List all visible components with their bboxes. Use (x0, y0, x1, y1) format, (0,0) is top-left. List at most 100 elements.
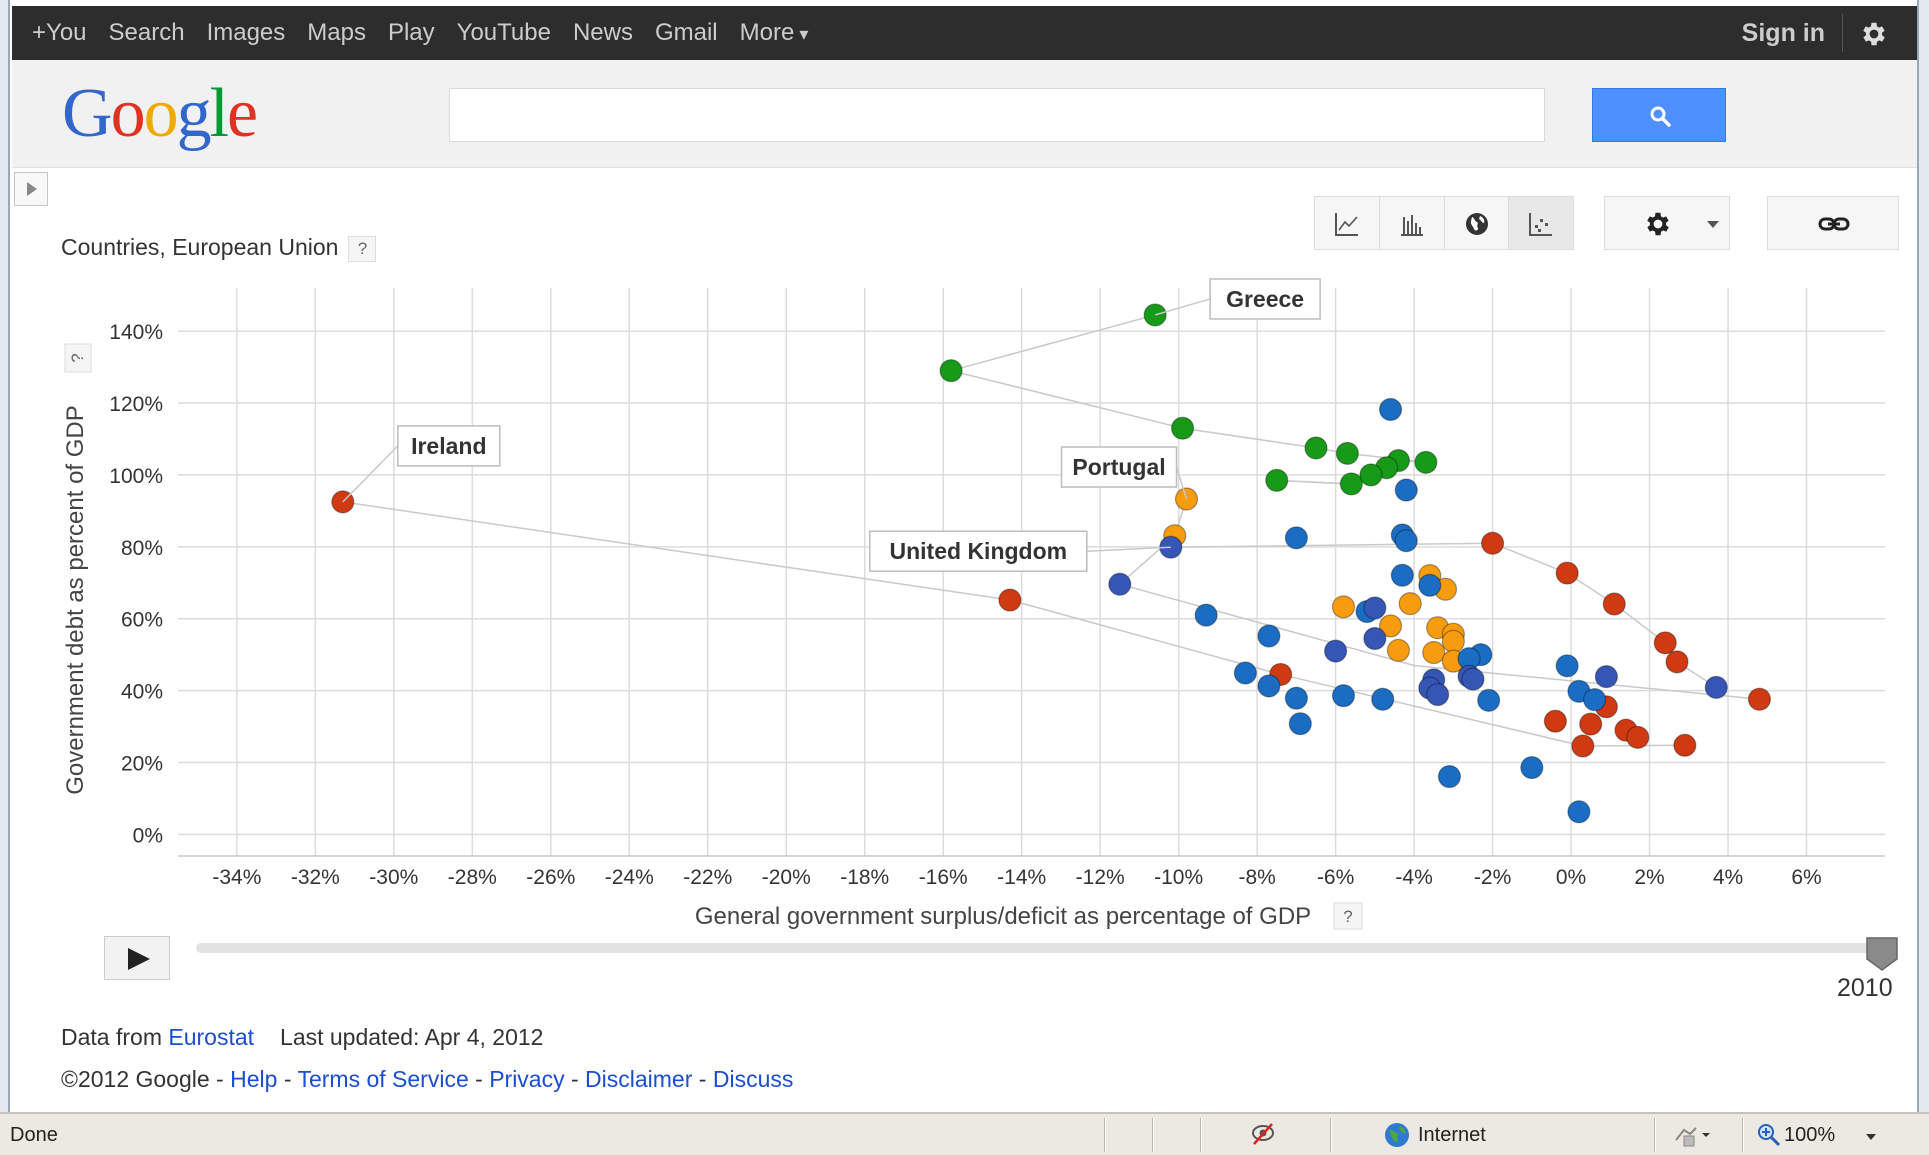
data-point-orange (1386, 638, 1411, 662)
status-text: Done (10, 1124, 58, 1146)
annotation-box (869, 530, 1088, 572)
data-point-blue (1394, 529, 1418, 553)
data-point-blue (1477, 688, 1501, 712)
nav-you[interactable]: +You (32, 19, 87, 46)
zoom-icon (1758, 1124, 1781, 1147)
data-point-navy (1324, 639, 1348, 663)
timeline-slider-handle[interactable] (1866, 937, 1898, 971)
data-point-red (998, 588, 1022, 612)
x-tick-label: -2% (1474, 866, 1511, 889)
bar-chart-button[interactable] (1380, 197, 1445, 249)
sign-in-link[interactable]: Sign in (1741, 19, 1825, 47)
data-point-blue (1520, 755, 1544, 780)
x-tick-label: -28% (448, 866, 497, 889)
entity-help-button[interactable]: ? (348, 235, 377, 262)
eurostat-link[interactable]: Eurostat (168, 1024, 255, 1050)
x-tick-label: -14% (997, 866, 1046, 889)
x-tick-label: 2% (1634, 866, 1664, 889)
top-nav: +You Search Images Maps Play YouTube New… (32, 6, 830, 60)
annotation-leader-line (1154, 298, 1211, 316)
annotation-leader-line (1086, 546, 1171, 552)
privacy-link[interactable]: Privacy (489, 1066, 565, 1092)
map-chart-button[interactable] (1445, 197, 1510, 249)
year-label: 2010 (1837, 974, 1893, 1002)
y-tick-label: 60% (121, 609, 163, 632)
data-point-blue (1371, 687, 1395, 711)
data-point-red (1543, 709, 1567, 733)
zoom-level[interactable]: 100% (1784, 1124, 1836, 1146)
data-point-blue (1567, 800, 1591, 824)
footer-links: ©2012 Google - Help - Terms of Service -… (61, 1066, 794, 1092)
x-axis-help-button (1333, 902, 1363, 930)
discuss-link[interactable]: Discuss (712, 1066, 794, 1092)
data-source-line: Data from Eurostat Last updated: Apr 4, 2… (61, 1024, 543, 1051)
x-tick-label: -18% (840, 866, 889, 889)
data-point-red (1665, 650, 1689, 674)
window-right-edge (1917, 0, 1929, 1112)
gear-icon[interactable] (1859, 19, 1889, 49)
line-chart-icon (1335, 213, 1358, 236)
scatter-chart-button[interactable] (1509, 197, 1573, 249)
data-point-blue (1418, 573, 1442, 597)
annotation-label: Portugal (1072, 454, 1165, 480)
terms-link[interactable]: Terms of Service (297, 1066, 469, 1092)
search-icon (1650, 106, 1671, 127)
data-point-blue (1284, 526, 1308, 550)
nav-more[interactable]: More (740, 19, 809, 47)
data-point-orange (1398, 592, 1422, 616)
play-button[interactable] (104, 936, 170, 980)
privacy-eye-icon[interactable] (1248, 1120, 1278, 1150)
chart-settings-button[interactable] (1604, 196, 1730, 250)
google-logo[interactable]: Google (62, 75, 258, 152)
entity-selector[interactable]: Countries, European Union? (61, 234, 377, 262)
annotation-label: Greece (1226, 286, 1304, 312)
search-input[interactable] (449, 88, 1545, 142)
trail-line (948, 314, 1426, 485)
nav-youtube[interactable]: YouTube (456, 19, 551, 46)
nav-gmail[interactable]: Gmail (654, 19, 718, 46)
annotation-label: United Kingdom (890, 538, 1068, 564)
x-tick-label: -34% (212, 866, 261, 889)
x-tick-label: -30% (369, 866, 418, 889)
nav-play[interactable]: Play (387, 19, 435, 46)
data-point-green (1339, 472, 1363, 496)
expand-panel-toggle[interactable] (14, 172, 48, 206)
chart-type-toolbar (1314, 196, 1574, 250)
x-tick-label: -20% (762, 866, 811, 889)
x-tick-label: -4% (1395, 866, 1432, 889)
annotation-box (1060, 446, 1178, 488)
data-point-blue (1194, 603, 1218, 627)
last-updated-label: Last updated: Apr 4, 2012 (280, 1024, 544, 1050)
nav-news[interactable]: News (572, 19, 633, 46)
y-tick-label: 100% (109, 465, 163, 488)
line-chart-button[interactable] (1315, 197, 1380, 249)
y-tick-label: 40% (121, 681, 163, 704)
data-point-navy (1426, 682, 1450, 707)
nav-maps[interactable]: Maps (307, 19, 366, 46)
nav-images[interactable]: Images (206, 19, 286, 46)
topbar-separator (1842, 14, 1843, 52)
y-tick-label: 20% (121, 753, 163, 776)
data-point-navy (1363, 596, 1387, 620)
protected-mode-icon[interactable] (1672, 1120, 1712, 1150)
data-point-blue (1583, 688, 1607, 712)
scatter-chart: -34% -32% -30% -28% -26% -24% -22% -20% -18% -16%… (62, 278, 1885, 930)
help-link[interactable]: Help (230, 1066, 278, 1092)
chevron-down-icon[interactable] (1866, 1134, 1876, 1140)
data-point-red (1673, 733, 1697, 757)
data-point-orange (1331, 595, 1356, 619)
link-button[interactable] (1767, 196, 1899, 250)
window-left-edge (0, 0, 10, 1112)
y-tick-label: 140% (109, 321, 163, 344)
timeline-slider-track[interactable] (196, 943, 1882, 953)
data-point-blue (1257, 674, 1281, 698)
chevron-down-icon (1707, 221, 1719, 228)
search-button[interactable] (1592, 88, 1726, 142)
data-point-orange (1378, 614, 1403, 638)
data-point-green (1359, 463, 1383, 487)
nav-search[interactable]: Search (108, 19, 185, 46)
data-point-green (1304, 436, 1328, 460)
disclaimer-link[interactable]: Disclaimer (585, 1066, 693, 1092)
data-point-green (1414, 450, 1438, 474)
data-point-blue (1288, 712, 1312, 736)
